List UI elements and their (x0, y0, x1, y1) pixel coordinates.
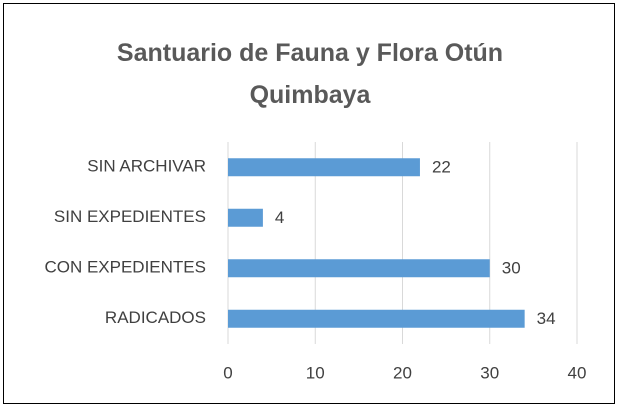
y-tick-label: CON EXPEDIENTES (44, 258, 206, 277)
x-tick-label: 30 (480, 363, 499, 382)
x-tick-label: 10 (306, 363, 325, 382)
data-label: 4 (275, 208, 284, 227)
data-label: 30 (502, 259, 521, 278)
data-label: 34 (537, 309, 556, 328)
y-tick-label: SIN EXPEDIENTES (54, 207, 206, 226)
chart-title: Santuario de Fauna y Flora Otún Quimbaya (116, 39, 504, 109)
chart-frame (3, 3, 615, 404)
bar (228, 158, 420, 177)
x-tick-label: 20 (393, 363, 412, 382)
x-tick-label: 0 (223, 363, 232, 382)
bar (228, 309, 525, 328)
bar (228, 208, 263, 227)
y-tick-label: RADICADOS (105, 308, 206, 327)
data-label: 22 (432, 158, 451, 177)
x-tick-label: 40 (568, 363, 587, 382)
y-tick-label: SIN ARCHIVAR (87, 157, 206, 176)
bar (228, 259, 490, 278)
